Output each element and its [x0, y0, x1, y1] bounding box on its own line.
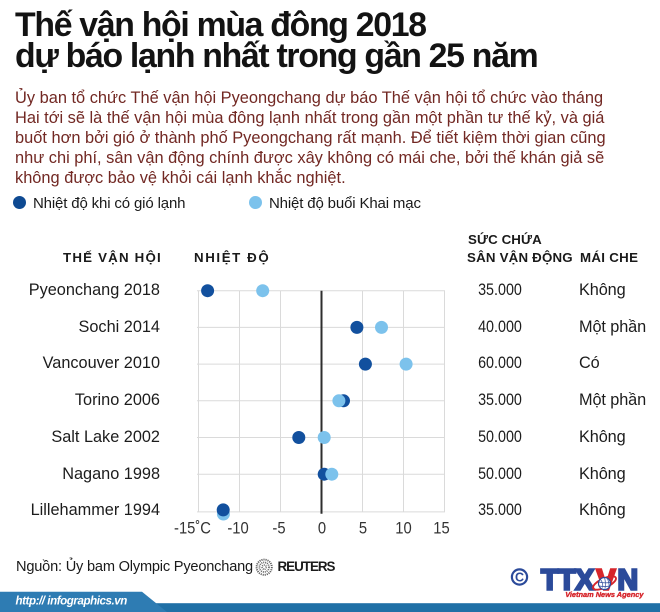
svg-text:C: C [515, 571, 524, 585]
svg-text:15: 15 [433, 520, 450, 538]
svg-text:-5: -5 [272, 520, 285, 538]
svg-text:5: 5 [359, 520, 367, 538]
svg-text:http:// infographics.vn: http:// infographics.vn [16, 595, 128, 608]
svg-text:-10: -10 [227, 520, 248, 538]
svg-text:10: 10 [395, 520, 412, 538]
svg-text:Vietnam News Agency: Vietnam News Agency [565, 590, 644, 599]
svg-text:N: N [618, 565, 638, 597]
svg-text:TTX: TTX [541, 565, 594, 597]
svg-text:-15˚C: -15˚C [174, 520, 211, 538]
svg-text:0: 0 [318, 520, 326, 538]
